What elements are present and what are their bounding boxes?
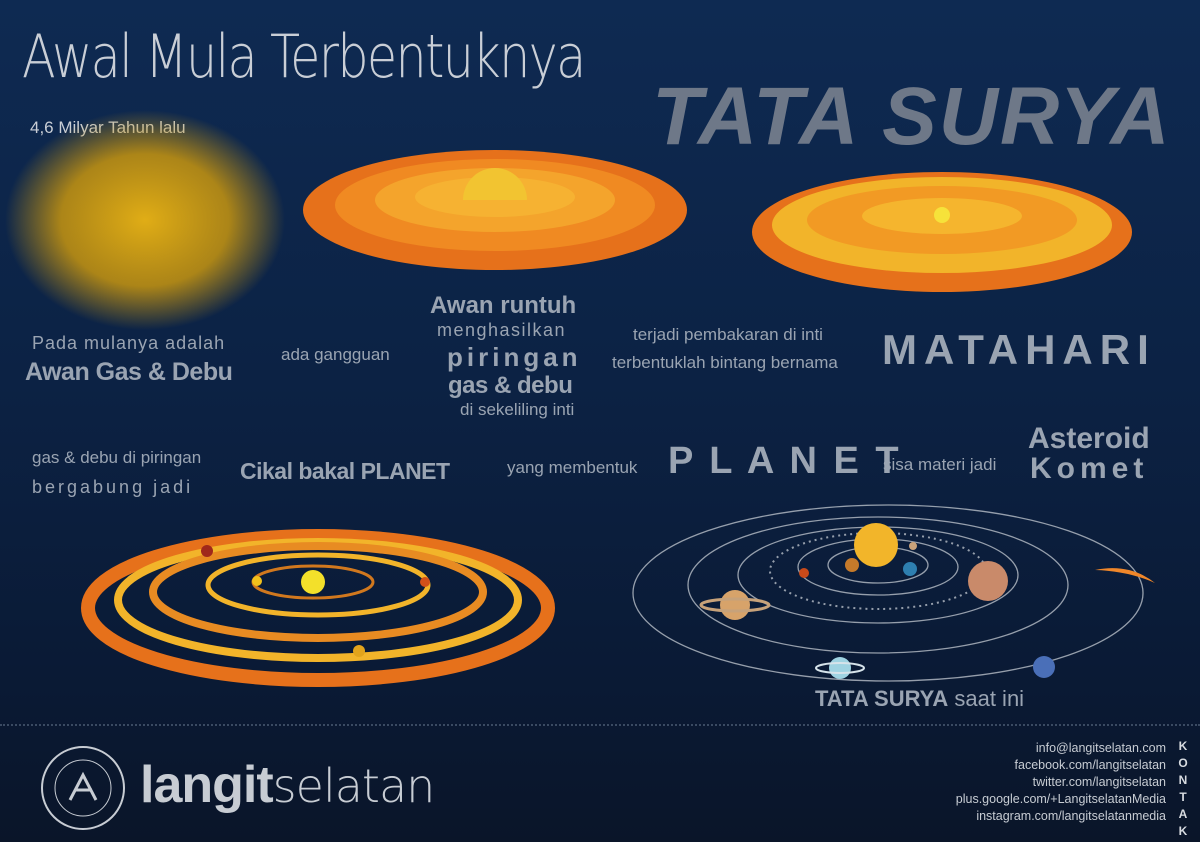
step5-text: bergabung jadi [32,477,194,497]
mars [799,568,809,578]
planetesimal [252,576,262,586]
contact-email[interactable]: info@langitselatan.com [1035,741,1166,755]
uranus-ring [815,662,865,674]
kontak-letter: T [1179,790,1187,804]
protoplanetary-disk [81,529,555,687]
ring [149,542,487,642]
step3-emphasis: Awan runtuh [430,292,577,319]
kontak-letter: K [1178,739,1188,753]
cloud-shape [5,110,285,330]
saturn-ring [699,597,771,613]
step5-text: gas & debu di piringan [32,448,202,467]
planetesimal [201,545,213,557]
step7-text: sisa materi jadi [883,455,997,474]
planetesimal [420,577,430,587]
jupiter [968,561,1008,601]
sun [301,570,325,594]
step5-emphasis: Cikal bakal PLANET [240,458,450,484]
step4-text: terbentuklah bintang bernama [612,353,838,372]
page-title-emphasis: TATA SURYA [652,71,1172,162]
brand-name: langitselatan [140,755,436,815]
langitselatan-logo [41,746,125,830]
kontak-letter: A [1178,807,1188,821]
step3-emphasis: piringan [447,342,582,372]
contact-googleplus[interactable]: plus.google.com/+LangitselatanMedia [955,792,1166,806]
page-title: Awal Mula Terbentuknya [22,22,586,92]
kontak-letter: N [1178,773,1188,787]
gas-dust-cloud [5,110,285,330]
collapsing-disk [303,150,687,270]
ring [81,529,555,687]
orbit [632,504,1144,682]
step6-emphasis: P L A N E T [668,440,902,482]
uranus [829,657,851,679]
step6-text: yang membentuk [507,458,638,477]
comet [1095,568,1155,583]
step2-text: ada gangguan [281,345,390,364]
contact-facebook[interactable]: facebook.com/langitselatan [1014,758,1166,772]
kontak-letter: O [1178,756,1188,770]
contact-instagram[interactable]: instagram.com/langitselatanmedia [976,809,1166,823]
footer-divider [0,724,1200,726]
core [463,168,527,200]
contact-twitter[interactable]: twitter.com/langitselatan [1032,775,1166,789]
venus [845,558,859,572]
contact-list: info@langitselatan.com facebook.com/lang… [956,740,1166,825]
step7-emphasis: Asteroid [1028,422,1150,455]
brand-bold: langit [140,756,274,814]
orbit [687,516,1069,654]
saturn [720,590,750,620]
sun [934,207,950,223]
step3-text: menghasilkan [437,320,567,340]
sun [854,523,898,567]
step7-emphasis: Komet [1030,452,1149,485]
kontak-letter: K [1178,824,1188,838]
step4-emphasis: MATAHARI [882,326,1156,373]
brand-light: selatan [272,759,436,813]
step1-text: Pada mulanya adalah [32,333,226,353]
neptune [1033,656,1055,678]
step4-text: terjadi pembakaran di inti [633,325,823,344]
planetesimal [353,645,365,657]
sun-disk [752,172,1132,292]
step8-text: saat ini [954,686,1025,711]
kontak-label: K O N T A K [1176,738,1190,840]
step1-emphasis: Awan Gas & Debu [25,358,233,386]
step3-emphasis: gas & debu [448,372,573,399]
solar-system [632,504,1155,682]
step8-caption: TATA SURYA saat ini [815,686,1024,712]
earth [903,562,917,576]
step3-text: di sekeliling inti [460,400,575,419]
mercury [909,542,917,550]
step8-emphasis: TATA SURYA [815,686,949,711]
